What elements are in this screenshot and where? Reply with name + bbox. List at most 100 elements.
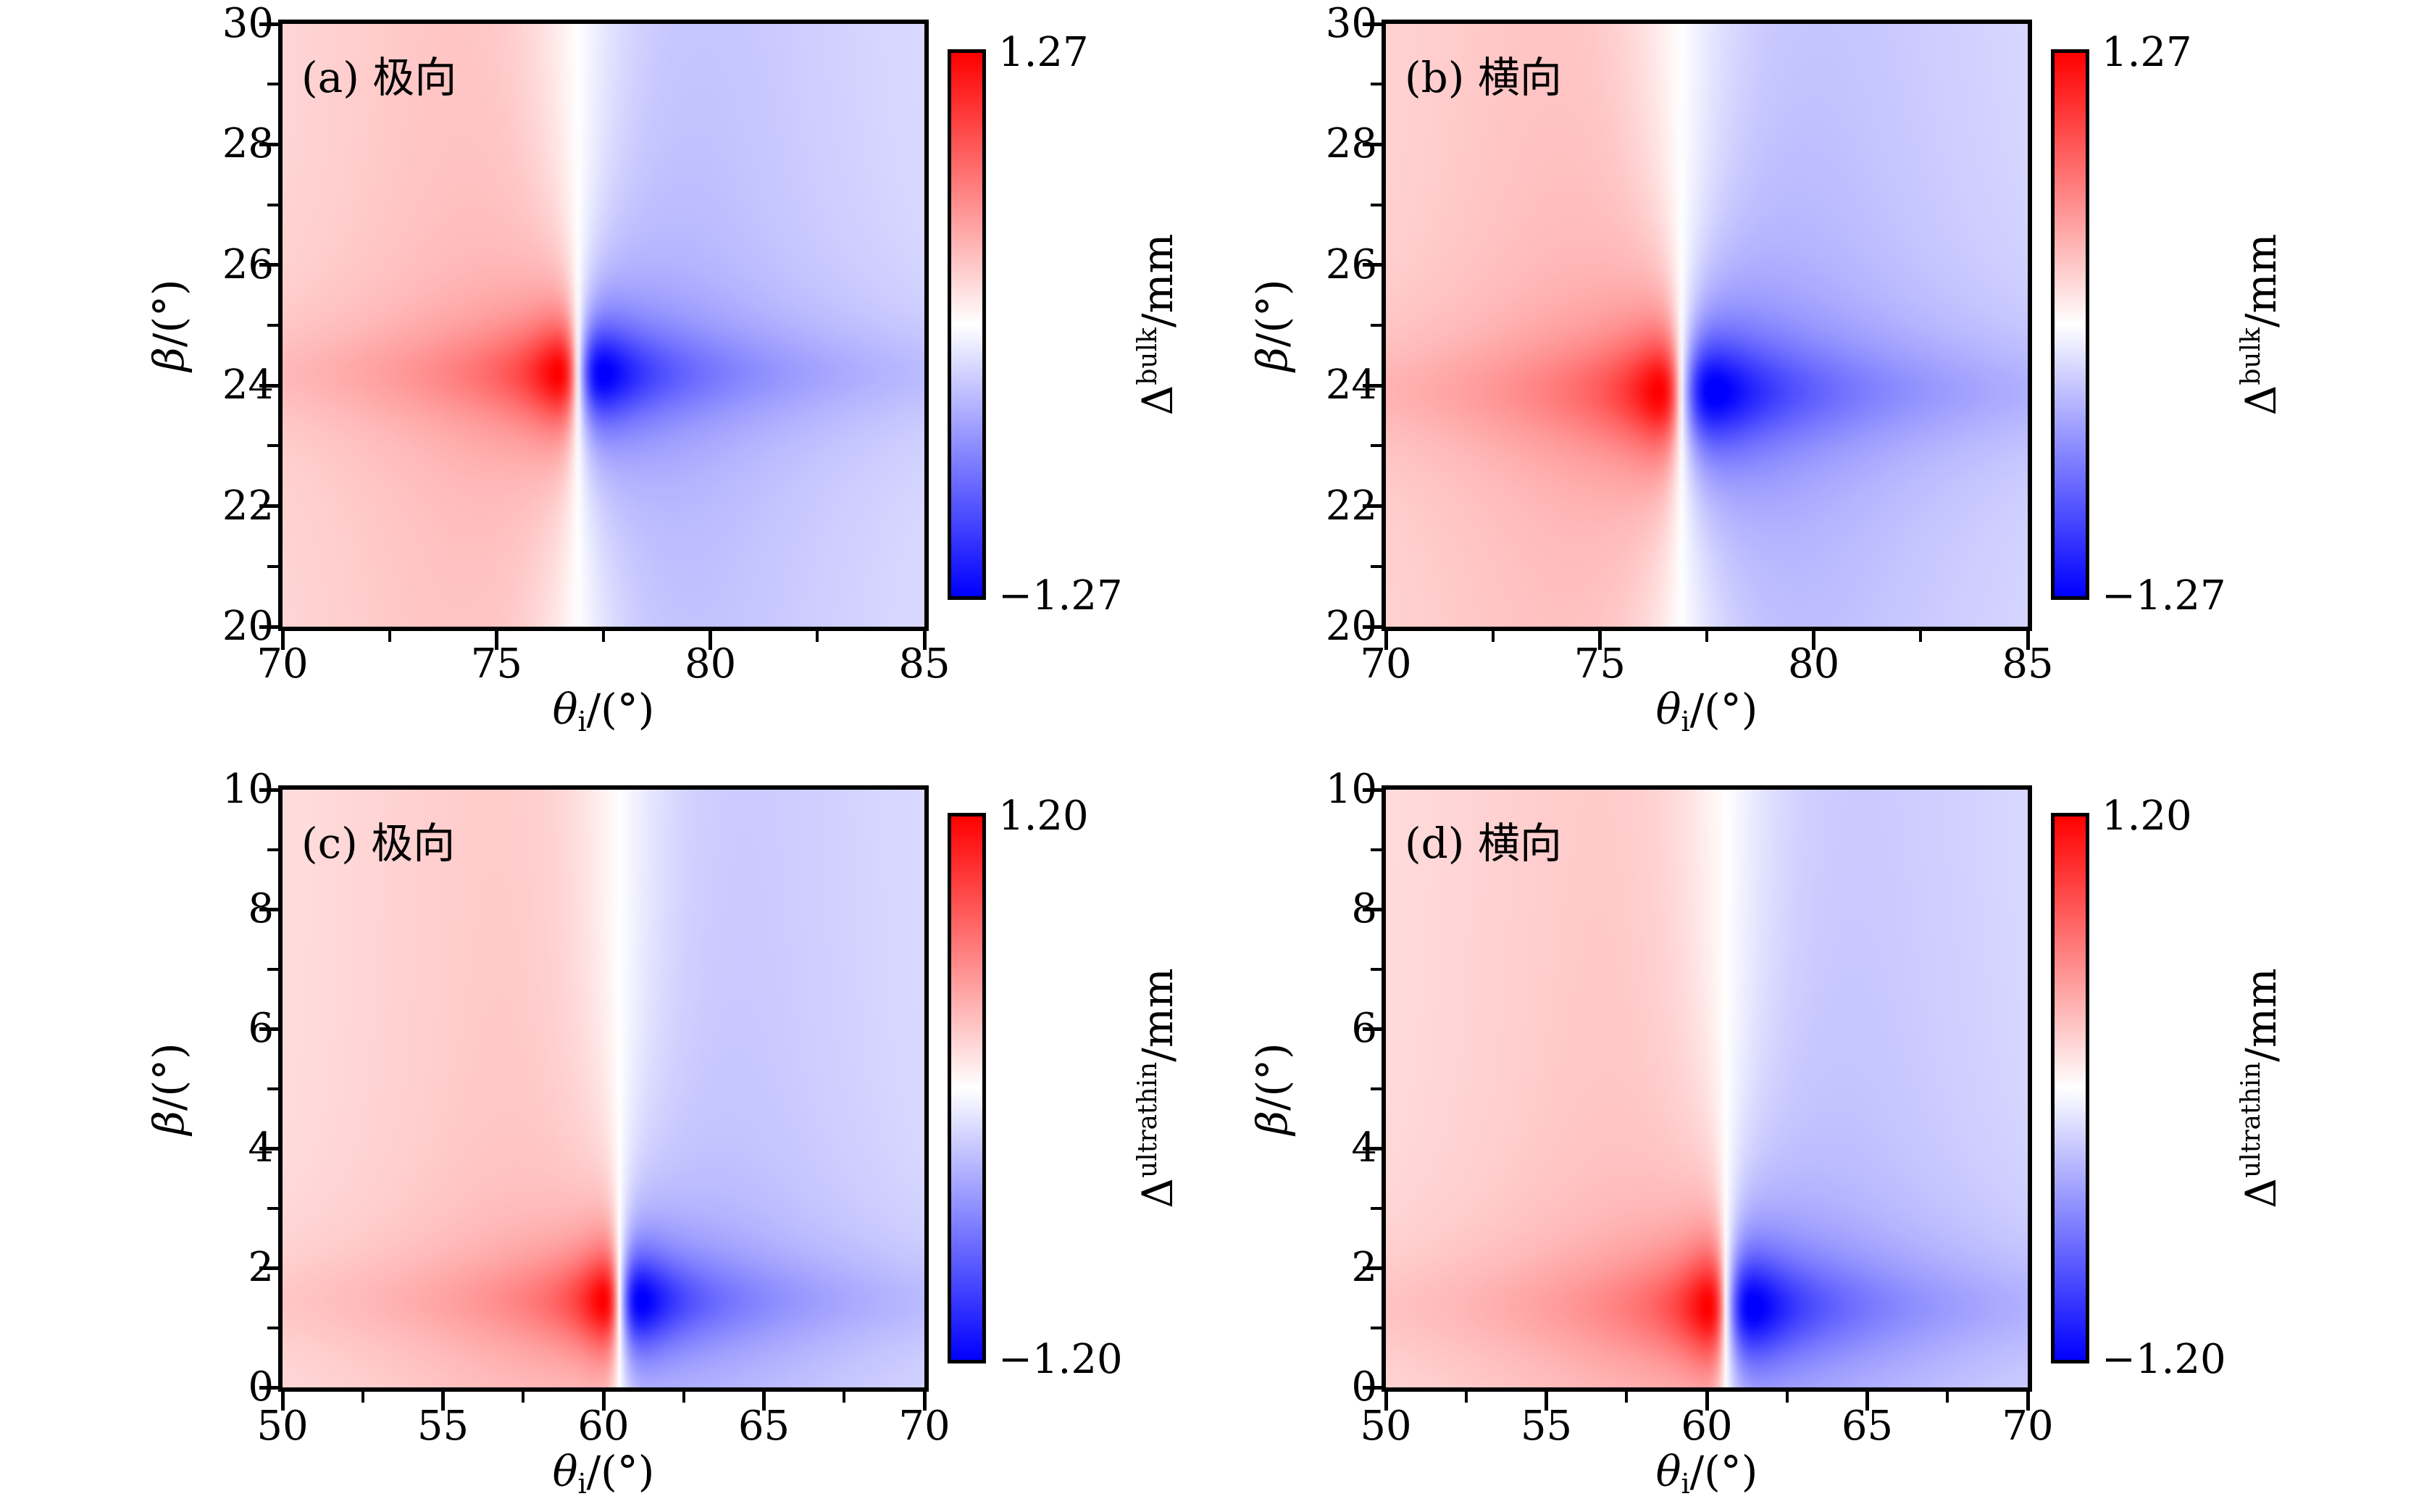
colorbar-label-unit: /mm <box>1133 233 1182 328</box>
y-axis-label-rest: /(°) <box>1247 279 1297 348</box>
x-major-tick <box>1384 1392 1388 1411</box>
x-minor-tick <box>1946 1392 1949 1403</box>
x-axis-label-d: θi/(°) <box>1386 1447 2028 1498</box>
y-tick-label: 0 <box>1351 1363 1377 1411</box>
y-minor-tick <box>1371 848 1382 851</box>
y-tick-label: 26 <box>1325 241 1377 288</box>
y-minor-tick <box>1371 1326 1382 1329</box>
x-minor-tick <box>602 631 605 642</box>
y-axis-label-beta: β <box>144 347 193 372</box>
y-major-tick <box>1363 383 1382 388</box>
x-axis-label-theta: θ <box>552 685 578 734</box>
x-major-tick <box>1545 1392 1548 1411</box>
y-minor-tick <box>267 967 278 971</box>
colorbar-label-sup: ultrathin <box>2236 1061 2266 1178</box>
x-tick-label: 85 <box>898 640 950 688</box>
y-major-tick <box>1363 1266 1382 1270</box>
colorbar-label-sup: bulk <box>1133 327 1163 385</box>
panel-title-c: (c) 极向 <box>301 819 456 868</box>
x-minor-tick <box>388 631 391 642</box>
plot-frame-a <box>278 20 929 631</box>
x-major-tick <box>1384 631 1388 650</box>
x-axis-label-c: θi/(°) <box>283 1448 924 1498</box>
x-major-tick <box>762 1392 766 1411</box>
y-tick-label: 28 <box>222 120 274 168</box>
x-axis-label-theta: θ <box>1655 1447 1681 1496</box>
x-minor-tick <box>361 1392 364 1403</box>
y-tick-label: 8 <box>248 885 274 932</box>
y-tick-label: 6 <box>1351 1005 1377 1052</box>
x-major-tick <box>441 1392 445 1411</box>
y-minor-tick <box>1371 564 1382 568</box>
y-major-tick <box>259 625 278 629</box>
x-tick-label: 55 <box>417 1403 469 1450</box>
x-tick-label: 70 <box>256 640 309 688</box>
colorbar-label-delta: Δ <box>1133 1177 1182 1208</box>
y-minor-tick <box>267 444 278 448</box>
x-minor-tick <box>1785 1392 1789 1403</box>
x-tick-label: 65 <box>1841 1403 1894 1450</box>
x-major-tick <box>1865 1392 1869 1411</box>
x-major-tick <box>601 1392 606 1411</box>
y-major-tick <box>1363 1146 1382 1150</box>
y-major-tick <box>259 1027 278 1031</box>
y-tick-label: 20 <box>1325 603 1377 650</box>
y-major-tick <box>259 383 278 388</box>
x-tick-label: 75 <box>1573 640 1626 688</box>
y-major-tick <box>259 1385 278 1390</box>
panel-title-d: (d) 横向 <box>1405 819 1562 868</box>
x-tick-label: 55 <box>1520 1403 1573 1450</box>
x-major-tick <box>1597 631 1602 650</box>
x-tick-label: 70 <box>2002 1403 2054 1450</box>
colorbar-min-label: −1.20 <box>998 1336 1123 1383</box>
y-tick-label: 20 <box>222 603 274 650</box>
y-tick-label: 4 <box>1351 1124 1377 1171</box>
y-major-tick <box>259 142 278 146</box>
x-minor-tick <box>1491 631 1495 642</box>
colorbar-b <box>2051 49 2089 600</box>
y-minor-tick <box>1371 967 1382 971</box>
colorbar-axis-label-a: Δbulk/mm <box>1133 233 1182 416</box>
y-axis-label-beta: β <box>1247 1110 1297 1135</box>
y-axis-label-beta: β <box>1247 347 1297 372</box>
y-major-tick <box>1363 907 1382 911</box>
colorbar-axis-label-d: Δultrathin/mm <box>2236 968 2286 1208</box>
y-axis-label-d: β/(°) <box>1247 1043 1297 1135</box>
x-axis-label-sub: i <box>1681 706 1690 738</box>
colorbar-axis-label-b: Δbulk/mm <box>2236 234 2286 416</box>
y-minor-tick <box>267 1087 278 1090</box>
y-major-tick <box>259 263 278 267</box>
y-tick-label: 0 <box>248 1363 274 1411</box>
plot-frame-c <box>278 785 929 1392</box>
x-tick-label: 70 <box>898 1403 950 1450</box>
y-major-tick <box>259 1266 278 1270</box>
x-tick-label: 60 <box>577 1403 630 1450</box>
heatmap-canvas-a <box>283 24 924 627</box>
y-minor-tick <box>267 324 278 327</box>
colorbar-c <box>948 813 986 1363</box>
colorbar-max-label: 1.20 <box>2102 793 2192 840</box>
colorbar-label-sup: ultrathin <box>1133 1061 1163 1178</box>
x-major-tick <box>2026 1392 2030 1411</box>
x-axis-label-rest: /(°) <box>1689 1447 1758 1496</box>
x-minor-tick <box>522 1392 525 1403</box>
y-tick-label: 26 <box>222 241 274 288</box>
x-axis-label-a: θi/(°) <box>283 685 924 735</box>
x-axis-label-sub: i <box>1681 1468 1690 1500</box>
y-axis-label-a: β/(°) <box>144 279 193 372</box>
y-tick-label: 6 <box>248 1005 274 1052</box>
y-major-tick <box>1363 263 1382 267</box>
colorbar-label-sup: bulk <box>2236 327 2266 385</box>
x-minor-tick <box>843 1392 846 1403</box>
x-tick-label: 50 <box>256 1403 309 1450</box>
y-minor-tick <box>267 203 278 206</box>
x-major-tick <box>922 631 927 650</box>
y-major-tick <box>259 504 278 509</box>
x-axis-label-theta: θ <box>1655 685 1681 734</box>
y-minor-tick <box>1371 1206 1382 1210</box>
x-tick-label: 75 <box>470 640 522 688</box>
x-minor-tick <box>1705 631 1708 642</box>
y-minor-tick <box>267 1206 278 1210</box>
y-tick-label: 24 <box>1325 362 1377 409</box>
x-tick-label: 65 <box>737 1403 790 1450</box>
